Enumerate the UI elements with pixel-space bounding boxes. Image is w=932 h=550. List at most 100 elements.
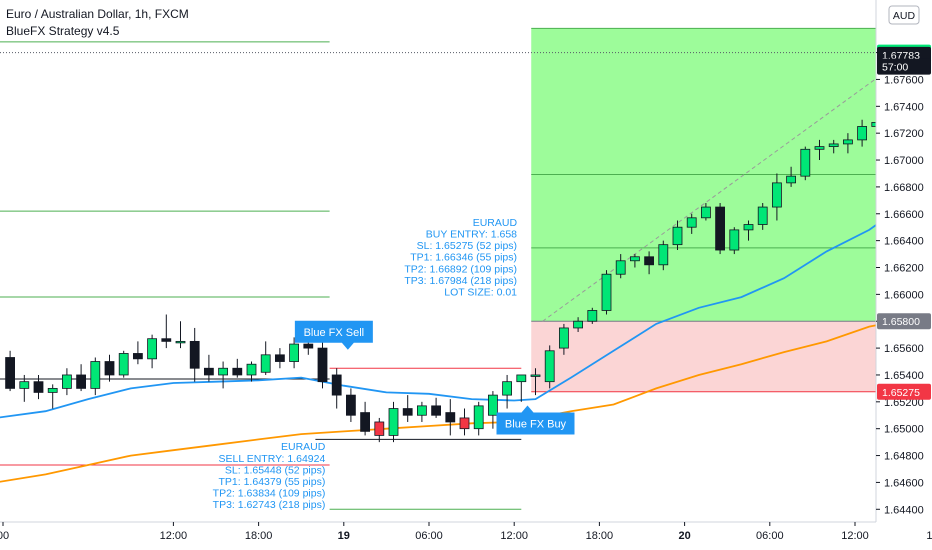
x-tick-label: 18:00: [245, 530, 273, 542]
x-tick-label: 06:00: [756, 530, 784, 542]
candle-body: [445, 412, 456, 423]
candle-body: [686, 217, 697, 228]
candle-body: [729, 229, 740, 251]
candle-body: [672, 226, 683, 246]
candle-body: [303, 343, 314, 349]
candle-body: [274, 354, 285, 362]
sell-trade-info-line: TP3: 1.62743 (218 pips): [213, 499, 326, 511]
x-tick-label: 12:00: [841, 530, 869, 542]
candle-body: [62, 374, 72, 389]
sell-trade-info-line: TP1: 1.64379 (55 pips): [219, 476, 326, 488]
x-tick-label: 18:00: [926, 530, 932, 542]
price-tag: [877, 383, 931, 400]
price-tag: [877, 313, 931, 330]
candle-body: [132, 353, 143, 360]
candle-body: [147, 338, 158, 360]
y-tick-label: 1.67400: [884, 101, 924, 113]
y-tick-label: 1.66000: [884, 289, 924, 301]
candle-body: [786, 175, 796, 184]
candle-body: [360, 412, 371, 432]
candle-body: [658, 244, 669, 266]
candle-body: [530, 374, 541, 377]
candle-body: [559, 327, 569, 349]
x-tick-label: 19: [338, 530, 350, 542]
candle-body: [218, 367, 229, 376]
buy-signal-label: Blue FX Buy: [505, 419, 567, 431]
x-tick-label: 18:00: [586, 530, 614, 542]
buy-trade-info-line: LOT SIZE: 0.01: [444, 286, 517, 298]
y-tick-label: 1.64600: [884, 477, 924, 489]
candle-body: [601, 273, 612, 311]
candle-body: [33, 381, 44, 393]
buy-trade-info-line: BUY ENTRY: 1.658: [426, 228, 517, 240]
signal-label-bg: [294, 320, 373, 350]
sell-trade-info-line: SL: 1.65448 (52 pips): [225, 464, 325, 476]
candle-body: [317, 347, 328, 383]
sell-trade-info-line: TP2: 1.63834 (109 pips): [213, 488, 326, 500]
candle-body: [246, 363, 257, 376]
candle-body: [573, 320, 583, 329]
y-tick-label: 1.67600: [884, 74, 924, 86]
signal-label-bg: [496, 405, 575, 435]
y-tick-label: 1.67200: [884, 128, 924, 140]
price-tag-label: 1.65800: [882, 316, 920, 328]
y-tick-label: 1.65200: [884, 397, 924, 409]
y-tick-label: 1.64400: [884, 504, 924, 516]
candle-body: [90, 361, 101, 389]
currency-badge: [888, 5, 920, 25]
x-tick-label: 12:00: [500, 530, 528, 542]
candle-body: [772, 182, 782, 208]
buy-trade-info-line: TP3: 1.67984 (218 pips): [404, 275, 517, 287]
candle-body: [473, 405, 484, 430]
candle-body: [47, 387, 58, 393]
candle-body: [828, 143, 839, 148]
sell-trade-info-line: EURAUD: [281, 441, 326, 453]
candle-body: [161, 338, 172, 342]
x-tick-label: 12:00: [160, 530, 188, 542]
candle-body: [615, 260, 626, 275]
candle-body: [189, 340, 200, 369]
candle-body: [260, 354, 271, 373]
price-tag-label: 57:00: [882, 62, 908, 74]
sell-signal-label: Blue FX Sell: [304, 327, 365, 339]
candle-body: [19, 381, 30, 389]
y-tick-label: 1.65400: [884, 370, 924, 382]
buy-trade-info-line: EURAUD: [473, 217, 518, 229]
loss-zone: [531, 321, 915, 392]
candle-body: [587, 310, 598, 322]
y-tick-label: 1.66600: [884, 209, 924, 221]
candle-body: [743, 224, 754, 231]
price-axis-panel: [876, 0, 932, 550]
candle-body: [203, 367, 214, 376]
y-tick-label: 1.66800: [884, 182, 924, 194]
candle-body: [345, 394, 356, 416]
y-tick-label: 1.66200: [884, 263, 924, 275]
candle-body: [487, 394, 498, 416]
x-tick-label: 06:00: [415, 530, 443, 542]
candle-body: [5, 357, 15, 389]
x-tick-label: 20: [678, 530, 690, 542]
candle-body: [104, 361, 115, 376]
candle-body: [388, 408, 399, 436]
candle-body: [630, 256, 640, 262]
time-axis-panel: [0, 522, 932, 550]
fast-moving-average: [0, 208, 899, 419]
candle-body: [857, 126, 867, 141]
candle-body: [701, 206, 711, 219]
candle-body: [502, 381, 513, 396]
candle-body: [431, 405, 442, 416]
candle-body: [232, 367, 243, 376]
candle-body: [118, 353, 129, 376]
candle-body: [459, 417, 470, 430]
y-tick-label: 1.67000: [884, 155, 924, 167]
symbol-title: Euro / Australian Dollar, 1h, FXCM: [6, 7, 189, 21]
sell-trade-info-line: SELL ENTRY: 1.64924: [219, 453, 326, 465]
candle-body: [76, 374, 86, 389]
price-tag-label: 1.65275: [882, 387, 920, 399]
y-tick-label: 1.65600: [884, 343, 924, 355]
candle-body: [331, 374, 342, 396]
currency-badge-label: AUD: [893, 10, 916, 22]
candle-body: [374, 421, 385, 436]
projection-line: [542, 52, 913, 322]
